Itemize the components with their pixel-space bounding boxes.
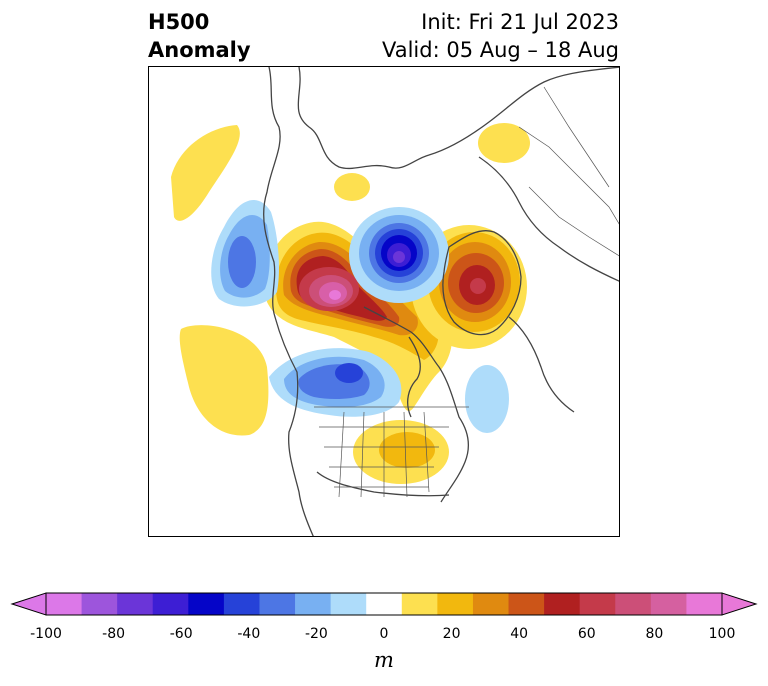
colorbar-cell bbox=[544, 593, 581, 615]
colorbar-over-arrow bbox=[721, 592, 758, 616]
positive-anomaly-pacific bbox=[179, 325, 269, 436]
colorbar-cell bbox=[188, 593, 225, 615]
colorbar-tick-label: 60 bbox=[577, 626, 596, 642]
colorbar-cell bbox=[295, 593, 332, 615]
colorbar-cell bbox=[46, 593, 83, 615]
political-borders bbox=[314, 86, 619, 498]
colorbar-tick-label: 0 bbox=[379, 626, 389, 642]
colorbar-tick-label: 100 bbox=[708, 626, 736, 642]
date-info: Init: Fri 21 Jul 2023 Valid: 05 Aug – 18… bbox=[382, 8, 619, 64]
title-line-1: H500 bbox=[148, 10, 210, 34]
colorbar-tick-label: -40 bbox=[237, 626, 261, 642]
colorbar-cell bbox=[437, 593, 474, 615]
colorbar-cell bbox=[366, 593, 403, 615]
map-canvas bbox=[171, 67, 619, 536]
colorbar-cell bbox=[472, 593, 510, 615]
colorbar-cell bbox=[401, 593, 438, 615]
colorbar-outline bbox=[45, 592, 723, 616]
anomaly-map bbox=[148, 66, 620, 537]
anomaly-fills bbox=[171, 123, 530, 484]
colorbar-cell bbox=[259, 593, 296, 615]
colorbar-under-arrow bbox=[10, 592, 47, 616]
colorbar-cell bbox=[615, 593, 652, 615]
colorbar-tick-label: 80 bbox=[645, 626, 664, 642]
colorbar-cell bbox=[152, 593, 189, 615]
negative-anomaly-atlantic bbox=[465, 365, 509, 433]
colorbar-cell bbox=[117, 593, 154, 615]
colorbar-ticks: -100 -80 -60 -40 -20 0 20 40 60 80 100 bbox=[0, 626, 768, 646]
colorbar-tick-label: -80 bbox=[102, 626, 126, 642]
colorbar-tick-label: -100 bbox=[30, 626, 62, 642]
init-date: Init: Fri 21 Jul 2023 bbox=[421, 10, 619, 34]
colorbar-cell bbox=[223, 593, 260, 615]
colorbar-cell bbox=[81, 593, 118, 615]
positive-anomaly-arctic-small bbox=[334, 173, 370, 201]
colorbar-tick-label: 40 bbox=[510, 626, 529, 642]
colorbar-cell bbox=[686, 593, 723, 615]
title-line-2: Anomaly bbox=[148, 38, 251, 62]
colorbar-cell bbox=[579, 593, 616, 615]
colorbar-cells bbox=[46, 593, 723, 615]
colorbar bbox=[10, 592, 758, 616]
colorbar-tick-label: -20 bbox=[304, 626, 328, 642]
colorbar-cell bbox=[650, 593, 687, 615]
positive-anomaly-siberia bbox=[478, 123, 530, 163]
colorbar-unit: m bbox=[374, 648, 394, 672]
valid-range: Valid: 05 Aug – 18 Aug bbox=[381, 38, 619, 62]
map-title: H500 Anomaly bbox=[148, 8, 251, 64]
positive-anomaly-aleutian bbox=[171, 125, 240, 221]
colorbar-tick-label: 20 bbox=[442, 626, 461, 642]
coastlines bbox=[263, 67, 619, 536]
colorbar-tick-label: -60 bbox=[169, 626, 193, 642]
colorbar-cell bbox=[508, 593, 545, 615]
colorbar-cell bbox=[330, 593, 367, 615]
